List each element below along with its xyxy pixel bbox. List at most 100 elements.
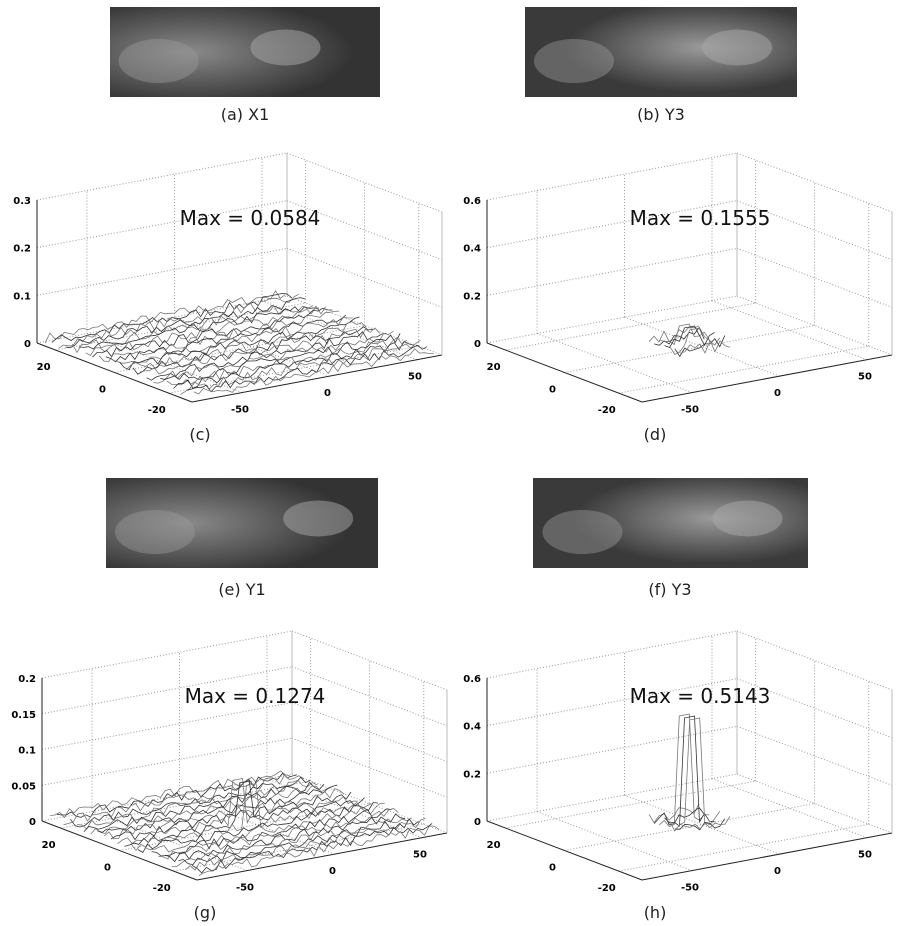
surface-row	[83, 781, 325, 832]
image-highlight	[118, 39, 199, 83]
z-tick-label: 0.2	[13, 244, 31, 255]
surface-row	[648, 803, 700, 824]
surface-row	[166, 336, 408, 386]
surface-row	[674, 335, 726, 358]
surface-row	[139, 327, 381, 375]
image-highlight	[542, 510, 623, 554]
surface-row	[110, 791, 352, 841]
axis-line	[191, 354, 443, 403]
grid-line	[86, 333, 243, 394]
image-caption: (b) Y3	[637, 105, 685, 124]
surface-row	[185, 817, 426, 871]
z-tick-label: 0.4	[463, 244, 481, 255]
grid-line	[119, 803, 370, 851]
max-annotation: Max = 0.1274	[185, 684, 326, 708]
y-tick-label: 0	[549, 385, 556, 396]
y-tick-label: 20	[37, 362, 51, 373]
axis-line	[641, 832, 893, 881]
surface-row	[669, 717, 721, 832]
grid-line	[486, 152, 738, 201]
surface-row	[119, 316, 360, 370]
y-tick-label: -20	[148, 405, 166, 416]
surface-row	[659, 713, 710, 828]
surface-row	[44, 290, 286, 344]
grid-line	[286, 295, 443, 356]
surface-row	[180, 339, 421, 395]
grid-line	[536, 333, 693, 394]
surface-row	[654, 326, 705, 346]
surface-row	[679, 816, 731, 830]
z-tick-label: 0	[474, 817, 481, 828]
x-tick-label: 50	[858, 372, 872, 383]
max-annotation: Max = 0.0584	[180, 206, 321, 230]
surface-row	[178, 818, 419, 866]
surface-plot: 0 0.05 0.1 0.15 0.2 20 0 -20 -50 0 50 Max = 0.1274 (…	[11, 630, 448, 922]
x-tick-label: 0	[774, 866, 781, 877]
surface-row	[70, 776, 311, 828]
surface-row	[191, 823, 433, 874]
y-tick-label: 20	[42, 840, 56, 851]
axis-line	[36, 342, 193, 403]
grid-line	[261, 300, 418, 361]
grid-line	[711, 778, 868, 839]
grid-line	[564, 325, 815, 373]
x-tick-label: 50	[858, 850, 872, 861]
z-tick-label: 0	[29, 817, 36, 828]
grid-line	[266, 778, 423, 839]
grid-line	[286, 200, 443, 261]
grid-line	[486, 295, 738, 344]
surface-row	[103, 788, 345, 840]
image	[110, 7, 380, 97]
grid-line	[486, 773, 738, 822]
z-tick-label: 0.2	[18, 674, 36, 685]
surface-row	[664, 715, 715, 827]
surface-row	[144, 803, 385, 853]
plot-caption: (h)	[644, 903, 667, 922]
image-caption: (f) Y3	[648, 580, 691, 599]
grid-line	[291, 666, 448, 727]
grid-line	[291, 773, 448, 834]
grid-line	[736, 152, 893, 213]
image-highlight	[702, 29, 773, 66]
z-tick-label: 0.6	[463, 674, 481, 685]
z-tick-label: 0	[24, 339, 31, 350]
surface-row	[187, 344, 428, 393]
grid-line	[168, 345, 419, 394]
z-tick-label: 0.6	[463, 196, 481, 207]
grid-line	[41, 773, 293, 822]
grid-line	[486, 200, 738, 249]
grid-line	[41, 702, 293, 750]
grid-line	[736, 678, 893, 739]
grid-line	[505, 780, 756, 829]
surface-row	[132, 326, 374, 375]
image-highlight	[250, 29, 321, 66]
grid-line	[114, 325, 365, 373]
z-tick-label: 0.05	[11, 781, 36, 792]
z-tick-label: 0.2	[463, 769, 481, 780]
surface-row	[77, 779, 318, 830]
grid-line	[36, 200, 288, 249]
surface-row	[193, 348, 434, 395]
surface-row	[50, 770, 291, 819]
surface-plot: 0 0.1 0.2 0.3 20 0 -20 -50 0 50 Max = 0.0584 (c)	[13, 152, 443, 444]
grid-line	[286, 247, 443, 308]
z-tick-label: 0.4	[463, 722, 481, 733]
plot-caption: (g)	[194, 903, 217, 922]
surface-row	[198, 825, 440, 877]
x-tick-label: 50	[408, 372, 422, 383]
z-tick-label: 0.2	[463, 291, 481, 302]
surface-row	[71, 304, 313, 354]
y-tick-label: 0	[99, 385, 106, 396]
surface-row	[653, 807, 705, 826]
y-tick-label: -20	[153, 883, 171, 894]
grid-line	[486, 678, 738, 727]
x-tick-label: -50	[231, 405, 249, 416]
y-tick-label: 20	[487, 840, 501, 851]
max-annotation: Max = 0.1555	[630, 206, 771, 230]
surface-plot: 0 0.2 0.4 0.6 20 0 -20 -50 0 50 Max = 0.5143 (h)	[463, 630, 893, 922]
surface-row	[98, 310, 340, 362]
axis-line	[641, 354, 893, 403]
x-tick-label: -50	[236, 883, 254, 894]
grid-line	[736, 630, 893, 691]
